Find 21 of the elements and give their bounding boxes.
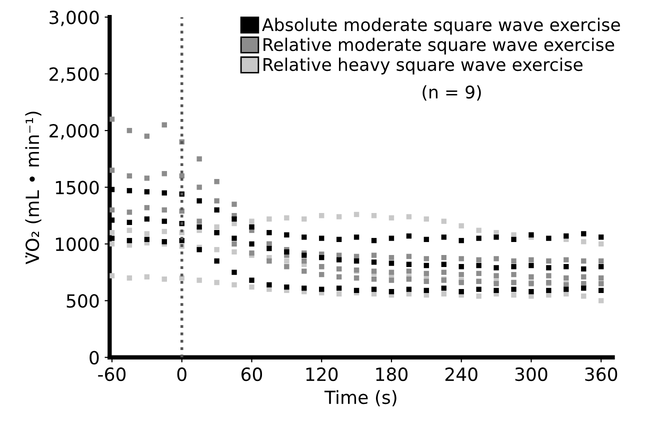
x-tick-label: 120	[306, 367, 338, 382]
x-tick-label: 300	[515, 367, 548, 382]
x-tick-label: 360	[585, 367, 618, 382]
y-tick-label: 500	[66, 294, 99, 308]
y-tick-label: 3,000	[50, 10, 99, 26]
legend-label: Absolute moderate square wave exercise	[262, 18, 620, 35]
annotation: (n = 9)	[422, 85, 481, 101]
y-tick-label: 2,500	[50, 67, 99, 83]
x-tick-label: 0	[177, 367, 186, 382]
y-tick-label: 0	[90, 350, 99, 364]
y-tick-label: 2,000	[50, 124, 99, 140]
x-tick-label: 240	[445, 367, 478, 382]
legend-label: Relative moderate square wave exercise	[264, 38, 614, 55]
x-tick-label: -60	[98, 367, 126, 382]
x-axis-title: Time (s)	[324, 390, 396, 406]
y-tick-label: 1000	[56, 237, 99, 252]
legend-label: Relative heavy square wave exercise	[264, 58, 582, 74]
x-tick-label: 180	[376, 367, 408, 382]
y-axis-title: V̇O₂ (mL • min⁻¹)	[25, 112, 42, 264]
y-tick-label: 1500	[56, 180, 99, 194]
x-tick-label: 60	[242, 367, 262, 382]
